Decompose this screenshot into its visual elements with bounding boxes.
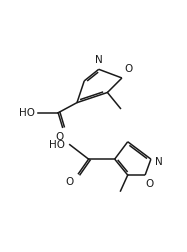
Text: O: O xyxy=(56,132,64,142)
Text: HO: HO xyxy=(19,108,35,118)
Text: O: O xyxy=(145,179,154,190)
Text: N: N xyxy=(95,55,103,65)
Text: O: O xyxy=(66,177,74,186)
Text: HO: HO xyxy=(49,140,65,150)
Text: O: O xyxy=(125,64,133,74)
Text: N: N xyxy=(155,157,163,167)
